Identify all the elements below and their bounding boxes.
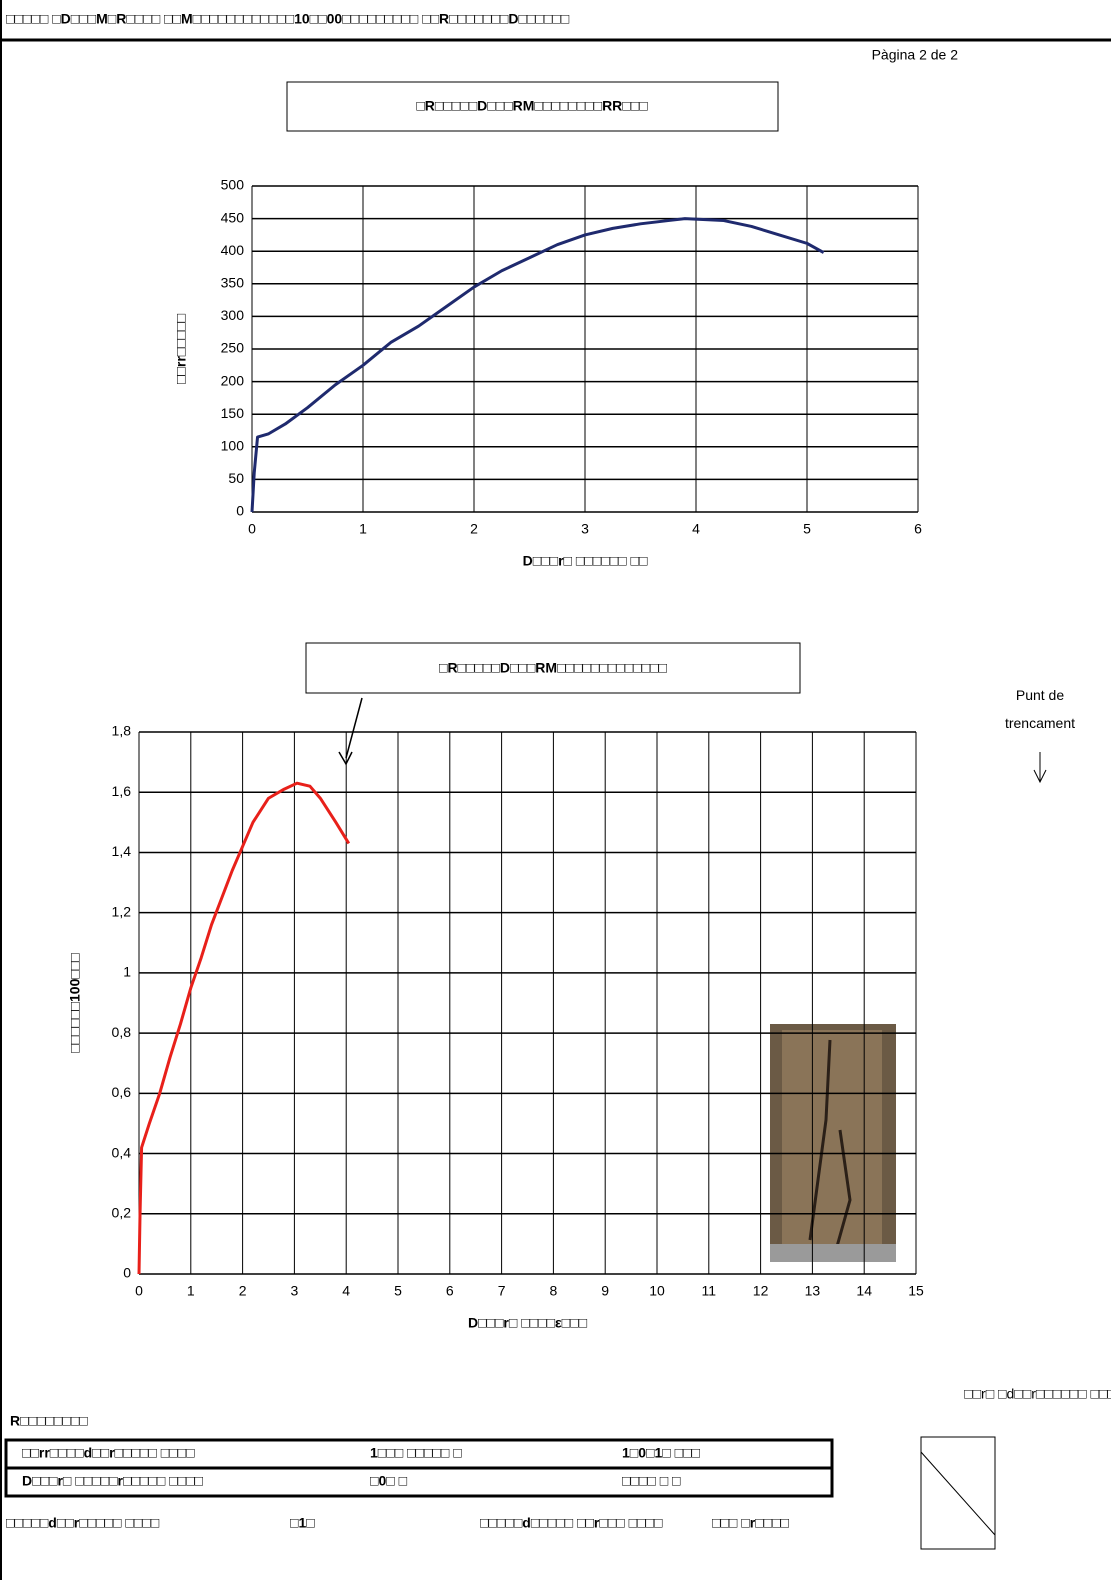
x-tick-label: 4 bbox=[692, 521, 700, 537]
y-tick-label: 1,6 bbox=[112, 783, 132, 799]
y-tick-label: 1,4 bbox=[112, 843, 132, 859]
header-title: □□□□□ □D□□□M□R□□□□ □□M□□□□□□□□□□□□10□□00… bbox=[6, 11, 570, 27]
diagram-label: □□r□ □d□□r□□□□□□ □□□ bbox=[964, 1386, 1111, 1402]
x-tick-label: 1 bbox=[187, 1283, 195, 1299]
footer-cell: □□□□□d□□□□□ □□r□□□ □□□□ bbox=[480, 1515, 663, 1531]
y-tick-label: 1,2 bbox=[112, 903, 132, 919]
table-cell: 1□0□1□ □□□ bbox=[622, 1445, 701, 1461]
y-tick-label: 450 bbox=[221, 209, 245, 225]
x-axis-label: D□□□r□ □□□□□□ □□ bbox=[523, 553, 648, 569]
y-tick-label: 400 bbox=[221, 242, 245, 258]
y-tick-label: 0 bbox=[236, 503, 244, 519]
table-cell: 1□□□ □□□□□ □ bbox=[370, 1445, 462, 1461]
x-tick-label: 0 bbox=[135, 1283, 143, 1299]
y-tick-label: 0,8 bbox=[112, 1024, 132, 1040]
data-line bbox=[250, 217, 825, 513]
x-tick-label: 2 bbox=[239, 1283, 247, 1299]
x-tick-label: 13 bbox=[805, 1283, 821, 1299]
x-tick-label: 11 bbox=[702, 1283, 717, 1299]
y-tick-label: 500 bbox=[221, 177, 245, 193]
x-tick-label: 10 bbox=[649, 1283, 665, 1299]
table-cell: □0□ □ bbox=[370, 1473, 408, 1489]
x-tick-label: 4 bbox=[342, 1283, 350, 1299]
y-tick-label: 1 bbox=[123, 964, 131, 980]
annotation: Punt de trencament bbox=[1005, 687, 1075, 731]
table-cell: D□□□r□ □□□□□r□□□□□ □□□□ bbox=[22, 1473, 204, 1489]
y-tick-label: 150 bbox=[221, 405, 245, 421]
x-tick-label: 5 bbox=[803, 521, 811, 537]
page-number: Pàgina 2 de 2 bbox=[872, 47, 959, 63]
y-tick-label: 350 bbox=[221, 275, 245, 291]
x-tick-label: 15 bbox=[908, 1283, 924, 1299]
y-tick-label: 0 bbox=[123, 1265, 131, 1281]
arrow bbox=[345, 697, 363, 759]
specimen-photo bbox=[770, 1024, 896, 1262]
x-tick-label: 1 bbox=[359, 521, 367, 537]
arrow-head bbox=[338, 751, 353, 766]
x-tick-label: 6 bbox=[914, 521, 922, 537]
table-cell: □□□□ □ □ bbox=[622, 1473, 681, 1489]
y-tick-label: 0,6 bbox=[112, 1084, 132, 1100]
footer-cell: □1□ bbox=[290, 1515, 315, 1531]
y-tick-label: 100 bbox=[221, 438, 245, 454]
y-tick-label: 50 bbox=[228, 470, 244, 486]
arrow-head bbox=[1033, 769, 1047, 784]
x-tick-label: 12 bbox=[753, 1283, 769, 1299]
x-axis-label: D□□□r□ □□□□ε□□□ bbox=[468, 1315, 588, 1331]
y-axis-label: □□rr□□□□□ bbox=[173, 313, 189, 384]
x-tick-label: 9 bbox=[601, 1283, 609, 1299]
results-title: R□□□□□□□□ bbox=[10, 1413, 88, 1429]
x-tick-label: 8 bbox=[550, 1283, 558, 1299]
y-tick-label: 0,2 bbox=[112, 1204, 132, 1220]
chart-title: □R□□□□□D□□□RM□□□□□□□□RR□□□ bbox=[416, 98, 648, 114]
title-box bbox=[305, 642, 801, 694]
footer-cell: □□□□□d□□r□□□□□ □□□□ bbox=[6, 1515, 160, 1531]
chart-title: □R□□□□□D□□□RM□□□□□□□□□□□□□ bbox=[439, 660, 668, 676]
failure-line bbox=[920, 1451, 996, 1536]
x-tick-label: 0 bbox=[248, 521, 256, 537]
failure-diagram bbox=[920, 1436, 996, 1550]
data-line bbox=[137, 781, 351, 1275]
x-tick-label: 6 bbox=[446, 1283, 454, 1299]
title-box bbox=[286, 81, 779, 132]
x-tick-label: 14 bbox=[856, 1283, 872, 1299]
y-tick-label: 300 bbox=[221, 307, 245, 323]
x-tick-label: 7 bbox=[498, 1283, 506, 1299]
x-tick-label: 3 bbox=[291, 1283, 299, 1299]
y-axis-label: □□□□□□100□□□ bbox=[67, 953, 83, 1053]
y-tick-label: 200 bbox=[221, 372, 245, 388]
y-tick-label: 1,8 bbox=[112, 723, 132, 739]
footer-cell: □□□ □r□□□□ bbox=[712, 1515, 790, 1531]
x-tick-label: 5 bbox=[394, 1283, 402, 1299]
table-cell: □□rr□□□□d□□r□□□□□ □□□□ bbox=[22, 1445, 195, 1461]
x-tick-label: 2 bbox=[470, 521, 478, 537]
x-tick-label: 3 bbox=[581, 521, 589, 537]
y-tick-label: 0,4 bbox=[112, 1144, 132, 1160]
y-tick-label: 250 bbox=[221, 340, 245, 356]
